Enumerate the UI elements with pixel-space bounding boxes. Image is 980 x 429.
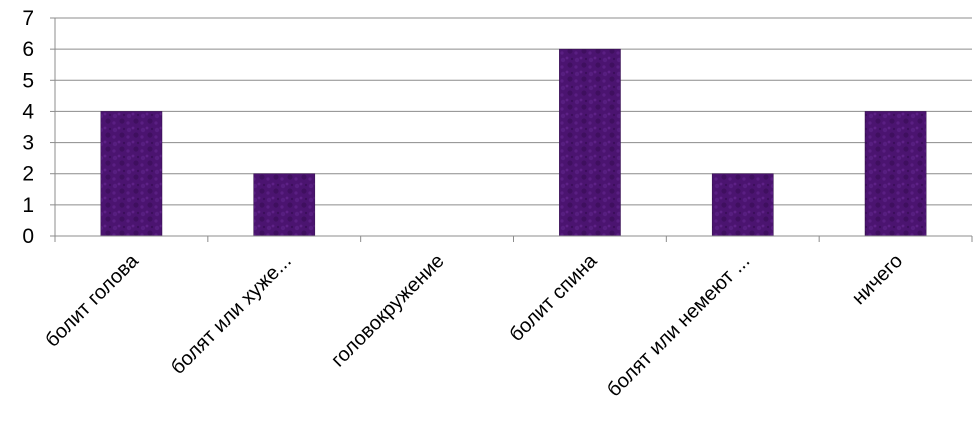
x-category-label: болит спина — [505, 249, 602, 346]
x-category-label: головокружение — [327, 250, 448, 371]
bar — [711, 173, 774, 237]
x-category-label: болит голова — [41, 249, 143, 351]
y-tick-label: 0 — [22, 225, 34, 248]
y-tick-label: 7 — [22, 7, 34, 30]
bars — [100, 48, 927, 237]
y-tick-label: 1 — [22, 194, 34, 217]
x-category-labels: болит голова болят или хуже... головокруже… — [41, 249, 907, 401]
y-tick-label: 3 — [22, 132, 34, 155]
y-tick-label: 6 — [22, 38, 34, 61]
bar — [864, 111, 927, 237]
x-category-label: болят или немеют ... — [603, 250, 754, 401]
bar — [559, 48, 621, 237]
x-category-label: ничего — [848, 250, 907, 309]
y-tick-label: 4 — [22, 100, 34, 123]
y-tick-labels: 0 1 2 3 4 5 6 7 — [22, 7, 34, 248]
bar — [253, 173, 316, 237]
y-tick-label: 2 — [22, 163, 34, 186]
x-category-label: болят или хуже... — [167, 250, 296, 379]
bar — [100, 111, 163, 237]
y-tick-label: 5 — [22, 69, 34, 92]
gridlines — [55, 17, 972, 206]
axes — [50, 17, 973, 242]
